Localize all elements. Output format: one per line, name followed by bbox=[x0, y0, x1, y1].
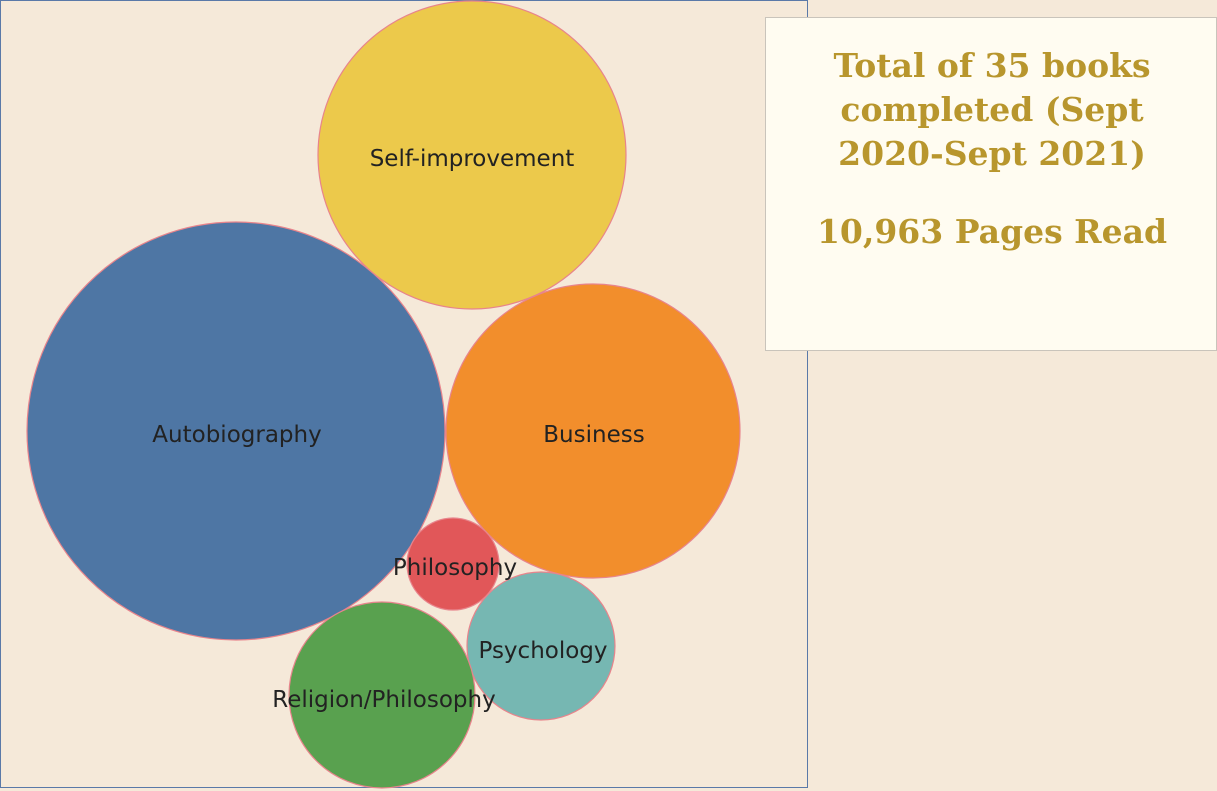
bubble-label-religion-philosophy: Religion/Philosophy bbox=[272, 687, 495, 713]
bubble-label-philosophy: Philosophy bbox=[393, 555, 517, 581]
bubble-label-self-improvement: Self-improvement bbox=[370, 146, 575, 172]
bubble-label-business: Business bbox=[543, 422, 644, 448]
bubble-label-psychology: Psychology bbox=[478, 638, 607, 664]
bubble-chart-frame: Self-improvement Autobiography Business Phi… bbox=[0, 0, 808, 789]
summary-title-line-2: completed (Sept bbox=[840, 90, 1144, 129]
bubble-business[interactable] bbox=[445, 283, 741, 579]
pages-read-total: 10,963 Pages Read bbox=[816, 212, 1168, 251]
bubble-philosophy[interactable] bbox=[406, 517, 500, 611]
bubble-self-improvement[interactable] bbox=[317, 0, 627, 310]
bubble-religion-philosophy[interactable] bbox=[288, 601, 476, 789]
bubble-layer bbox=[26, 0, 741, 789]
bubble-chart: Self-improvement Autobiography Business Phi… bbox=[26, 0, 741, 789]
summary-title-line-3: 2020-Sept 2021) bbox=[838, 134, 1146, 173]
summary-title-line-1: Total of 35 books bbox=[833, 46, 1151, 85]
summary-panel: Total of 35 books completed (Sept 2020-S… bbox=[765, 17, 1217, 351]
bubble-autobiography[interactable] bbox=[26, 221, 446, 641]
bubble-psychology[interactable] bbox=[466, 571, 616, 721]
bubble-label-autobiography: Autobiography bbox=[152, 422, 321, 448]
bubble-label-layer: Self-improvement Autobiography Business Phi… bbox=[152, 146, 644, 713]
